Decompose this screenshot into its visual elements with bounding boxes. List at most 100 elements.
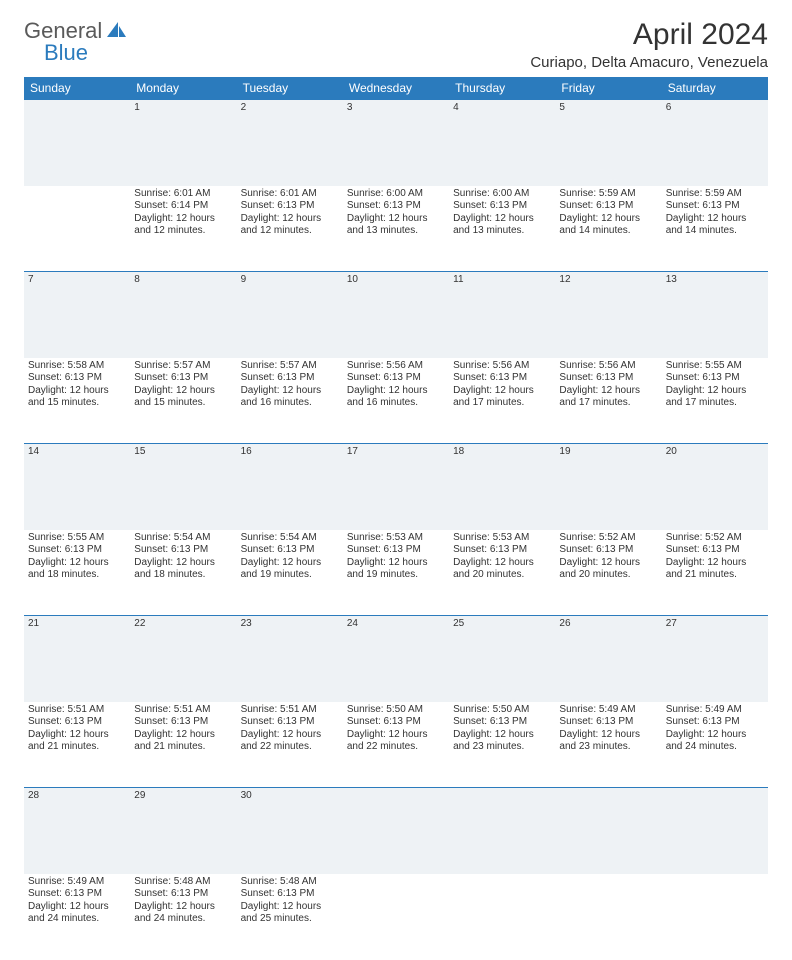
sunrise-text: Sunrise: 5:56 AM	[347, 360, 445, 373]
day1-text: Daylight: 12 hours	[347, 385, 445, 398]
day-number: 27	[662, 616, 768, 702]
sunrise-text: Sunrise: 5:59 AM	[666, 188, 764, 201]
sunrise-text: Sunrise: 6:01 AM	[134, 188, 232, 201]
day-cell: Sunrise: 5:59 AMSunset: 6:13 PMDaylight:…	[662, 186, 768, 272]
day1-text: Daylight: 12 hours	[559, 729, 657, 742]
daynum-row: 14151617181920	[24, 444, 768, 530]
day-number: 10	[343, 272, 449, 358]
day2-text: and 12 minutes.	[241, 225, 339, 238]
sunset-text: Sunset: 6:13 PM	[28, 716, 126, 729]
sunset-text: Sunset: 6:13 PM	[241, 888, 339, 901]
day2-text: and 22 minutes.	[347, 741, 445, 754]
sunrise-text: Sunrise: 5:54 AM	[134, 532, 232, 545]
day1-text: Daylight: 12 hours	[134, 557, 232, 570]
sunrise-text: Sunrise: 5:55 AM	[666, 360, 764, 373]
sunset-text: Sunset: 6:13 PM	[28, 544, 126, 557]
sunrise-text: Sunrise: 5:57 AM	[241, 360, 339, 373]
sunset-text: Sunset: 6:13 PM	[453, 200, 551, 213]
day2-text: and 14 minutes.	[559, 225, 657, 238]
day1-text: Daylight: 12 hours	[666, 729, 764, 742]
day-number: 17	[343, 444, 449, 530]
sunset-text: Sunset: 6:13 PM	[134, 716, 232, 729]
daynum-row: 282930	[24, 788, 768, 874]
day2-text: and 21 minutes.	[28, 741, 126, 754]
day-cell	[24, 186, 130, 272]
sunrise-text: Sunrise: 6:00 AM	[347, 188, 445, 201]
day2-text: and 24 minutes.	[28, 913, 126, 926]
day2-text: and 20 minutes.	[453, 569, 551, 582]
header-row: Sunday Monday Tuesday Wednesday Thursday…	[24, 77, 768, 100]
day-number	[24, 100, 130, 186]
day-number: 24	[343, 616, 449, 702]
day-cell: Sunrise: 5:50 AMSunset: 6:13 PMDaylight:…	[343, 702, 449, 788]
day-cell: Sunrise: 5:54 AMSunset: 6:13 PMDaylight:…	[130, 530, 236, 616]
day-number: 20	[662, 444, 768, 530]
day1-text: Daylight: 12 hours	[241, 385, 339, 398]
day-cell: Sunrise: 5:48 AMSunset: 6:13 PMDaylight:…	[130, 874, 236, 960]
day-cell: Sunrise: 5:51 AMSunset: 6:13 PMDaylight:…	[130, 702, 236, 788]
day-cell: Sunrise: 5:48 AMSunset: 6:13 PMDaylight:…	[237, 874, 343, 960]
sunrise-text: Sunrise: 5:58 AM	[28, 360, 126, 373]
sunrise-text: Sunrise: 5:49 AM	[666, 704, 764, 717]
col-monday: Monday	[130, 77, 236, 100]
day1-text: Daylight: 12 hours	[666, 213, 764, 226]
sunset-text: Sunset: 6:13 PM	[241, 200, 339, 213]
day-cell: Sunrise: 5:55 AMSunset: 6:13 PMDaylight:…	[662, 358, 768, 444]
day2-text: and 16 minutes.	[347, 397, 445, 410]
day2-text: and 18 minutes.	[134, 569, 232, 582]
sunrise-text: Sunrise: 5:53 AM	[453, 532, 551, 545]
title-block: April 2024 Curiapo, Delta Amacuro, Venez…	[530, 18, 768, 71]
daynum-row: 123456	[24, 100, 768, 186]
day-cell: Sunrise: 5:54 AMSunset: 6:13 PMDaylight:…	[237, 530, 343, 616]
day1-text: Daylight: 12 hours	[347, 557, 445, 570]
day-number: 18	[449, 444, 555, 530]
day-cell	[449, 874, 555, 960]
sunrise-text: Sunrise: 5:51 AM	[134, 704, 232, 717]
day-cell: Sunrise: 5:49 AMSunset: 6:13 PMDaylight:…	[555, 702, 661, 788]
sunrise-text: Sunrise: 5:51 AM	[28, 704, 126, 717]
sunrise-text: Sunrise: 5:51 AM	[241, 704, 339, 717]
day-cell: Sunrise: 5:58 AMSunset: 6:13 PMDaylight:…	[24, 358, 130, 444]
day2-text: and 15 minutes.	[28, 397, 126, 410]
sunset-text: Sunset: 6:13 PM	[241, 716, 339, 729]
day2-text: and 24 minutes.	[666, 741, 764, 754]
day1-text: Daylight: 12 hours	[28, 385, 126, 398]
day2-text: and 19 minutes.	[347, 569, 445, 582]
day2-text: and 15 minutes.	[134, 397, 232, 410]
day-number: 2	[237, 100, 343, 186]
day-number: 1	[130, 100, 236, 186]
day1-text: Daylight: 12 hours	[559, 557, 657, 570]
week-row: Sunrise: 5:58 AMSunset: 6:13 PMDaylight:…	[24, 358, 768, 444]
sunrise-text: Sunrise: 5:55 AM	[28, 532, 126, 545]
day2-text: and 21 minutes.	[134, 741, 232, 754]
day2-text: and 16 minutes.	[241, 397, 339, 410]
day2-text: and 21 minutes.	[666, 569, 764, 582]
sunset-text: Sunset: 6:13 PM	[241, 372, 339, 385]
logo: General Blue	[24, 18, 128, 44]
day1-text: Daylight: 12 hours	[28, 901, 126, 914]
day2-text: and 14 minutes.	[666, 225, 764, 238]
sunset-text: Sunset: 6:13 PM	[453, 716, 551, 729]
sunrise-text: Sunrise: 6:00 AM	[453, 188, 551, 201]
day2-text: and 20 minutes.	[559, 569, 657, 582]
day-cell	[555, 874, 661, 960]
sunrise-text: Sunrise: 5:49 AM	[559, 704, 657, 717]
col-sunday: Sunday	[24, 77, 130, 100]
day-number: 7	[24, 272, 130, 358]
sunrise-text: Sunrise: 5:48 AM	[134, 876, 232, 889]
day-cell: Sunrise: 6:00 AMSunset: 6:13 PMDaylight:…	[343, 186, 449, 272]
day-number: 16	[237, 444, 343, 530]
day-cell: Sunrise: 5:53 AMSunset: 6:13 PMDaylight:…	[343, 530, 449, 616]
day-number: 25	[449, 616, 555, 702]
sunset-text: Sunset: 6:13 PM	[134, 544, 232, 557]
day2-text: and 24 minutes.	[134, 913, 232, 926]
day1-text: Daylight: 12 hours	[347, 213, 445, 226]
sunset-text: Sunset: 6:13 PM	[28, 888, 126, 901]
day1-text: Daylight: 12 hours	[134, 729, 232, 742]
day2-text: and 13 minutes.	[347, 225, 445, 238]
header: General Blue April 2024 Curiapo, Delta A…	[24, 18, 768, 71]
sunset-text: Sunset: 6:13 PM	[453, 372, 551, 385]
sunrise-text: Sunrise: 6:01 AM	[241, 188, 339, 201]
day1-text: Daylight: 12 hours	[347, 729, 445, 742]
day-number: 12	[555, 272, 661, 358]
